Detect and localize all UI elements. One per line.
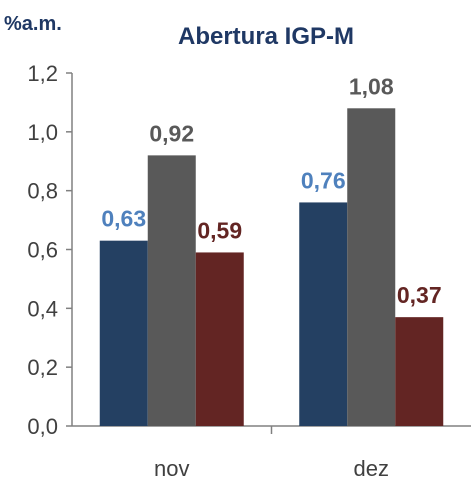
y-tick-label: 1,0 (27, 120, 58, 145)
data-label-dez-2: 1,08 (349, 73, 394, 99)
data-label-dez-1: 0,76 (301, 167, 346, 193)
y-tick-label: 0,6 (27, 238, 58, 263)
y-tick-label: 1,2 (27, 61, 58, 86)
bar-nov-1 (99, 240, 148, 426)
data-label-nov-3: 0,59 (197, 217, 242, 243)
category-labels: nov dez (154, 456, 389, 481)
bar-dez-2 (347, 108, 396, 427)
y-unit-label: %a.m. (4, 13, 62, 35)
bar-dez-3 (395, 317, 444, 426)
data-label-dez-3: 0,37 (397, 282, 442, 308)
chart-title: Abertura IGP-M (178, 23, 354, 50)
bar-dez-1 (299, 202, 348, 426)
data-label-nov-2: 0,92 (149, 120, 194, 146)
bars (99, 108, 444, 427)
y-tick-label: 0,4 (27, 296, 58, 321)
bar-nov-3 (195, 252, 244, 426)
y-ticks: 0,0 0,2 0,4 0,6 0,8 1,0 1,2 (27, 61, 273, 439)
bar-nov-2 (147, 155, 196, 426)
y-tick-label: 0,2 (27, 355, 58, 380)
x-category-label: nov (154, 456, 189, 481)
x-category-label: dez (354, 456, 389, 481)
data-labels: 0,63 0,92 0,59 0,76 1,08 0,37 (101, 73, 441, 308)
y-tick-label: 0,8 (27, 179, 58, 204)
data-label-nov-1: 0,63 (101, 206, 146, 232)
y-tick-label: 0,0 (27, 414, 58, 439)
